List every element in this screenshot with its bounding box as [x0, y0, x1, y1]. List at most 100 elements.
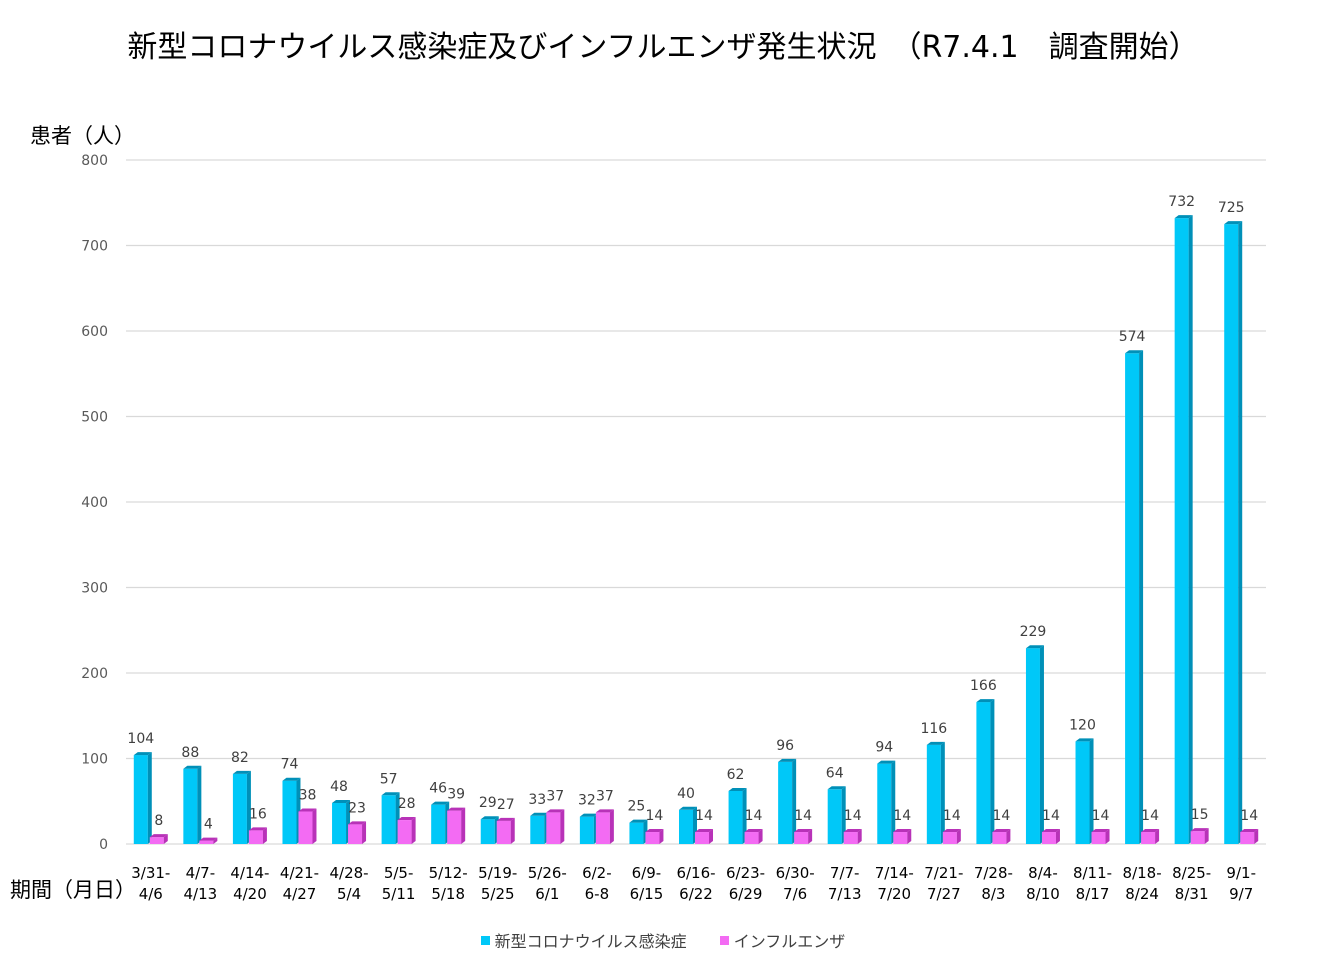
bar-covid [1174, 215, 1193, 844]
x-tick-label: 9/1- [1226, 864, 1256, 882]
y-tick-label: 200 [81, 666, 108, 682]
bar-influenza-top [298, 808, 317, 812]
bar-covid-side [891, 760, 896, 844]
bar-influenza-top [397, 817, 416, 821]
bar-influenza-face [942, 832, 957, 844]
x-tick-label: 6/15 [630, 885, 664, 903]
bar-covid [778, 758, 797, 844]
data-label-influenza: 37 [546, 788, 564, 804]
bar-covid [679, 806, 697, 844]
bar-covid-face [926, 744, 941, 844]
bar-influenza-top [1091, 829, 1110, 833]
bar-influenza [992, 829, 1011, 844]
bar-influenza-top [1190, 828, 1209, 832]
bar-covid-face [133, 755, 148, 844]
bar-influenza-top [595, 809, 614, 813]
bar-covid-face [282, 780, 297, 844]
bar-influenza-side [362, 821, 367, 844]
bar-influenza-face [595, 812, 610, 844]
bar-influenza-side [709, 829, 713, 844]
bar-covid-side [841, 786, 846, 844]
bar-covid-top [381, 792, 400, 796]
bar-covid [1125, 350, 1144, 844]
bar-influenza [1190, 828, 1209, 844]
bar-influenza-face [1091, 832, 1106, 844]
x-tick-label: 4/6 [139, 885, 163, 903]
bar-influenza-top [1141, 829, 1160, 833]
bar-influenza-face [1190, 831, 1205, 844]
data-label-covid: 166 [970, 678, 997, 694]
bar-covid-top [133, 752, 152, 756]
bar-influenza-top [546, 809, 565, 813]
bar-covid-top [629, 819, 648, 823]
legend-item-covid: 新型コロナウイルス感染症 [480, 928, 687, 952]
bar-covid-side [147, 752, 152, 844]
bar-covid [827, 786, 846, 844]
bar-influenza-face [447, 810, 462, 844]
bar-covid-top [1075, 738, 1094, 742]
bar-covid [877, 760, 896, 844]
y-tick-label: 600 [81, 324, 108, 340]
data-label-influenza: 28 [398, 796, 416, 812]
bar-covid-top [530, 812, 549, 816]
x-tick-label: 6/29 [729, 885, 763, 903]
data-label-influenza: 14 [992, 808, 1010, 824]
data-label-covid: 229 [1020, 624, 1047, 640]
bar-covid-top [183, 765, 202, 769]
bar-influenza [1141, 829, 1160, 844]
data-label-influenza: 14 [1141, 808, 1159, 824]
bar-influenza-top [843, 829, 862, 833]
bar-covid-side [1238, 221, 1243, 844]
bar-influenza-face [1240, 832, 1255, 844]
bar-covid [1025, 645, 1044, 844]
bar-covid-side [1188, 215, 1193, 844]
bar-covid-face [679, 809, 693, 844]
y-tick-label: 100 [81, 752, 108, 768]
data-label-covid: 46 [429, 781, 447, 797]
bar-covid-top [332, 799, 351, 803]
y-tick-label: 0 [99, 837, 108, 853]
x-tick-label: 6/9- [632, 864, 662, 882]
bar-influenza-side [1105, 829, 1110, 844]
bar-influenza [893, 829, 912, 844]
data-label-influenza: 14 [745, 808, 763, 824]
bar-influenza-face [1041, 832, 1056, 844]
bar-influenza-side [659, 829, 664, 844]
bar-covid [530, 812, 549, 844]
bar-covid-face [232, 773, 247, 844]
bar-influenza-side [461, 807, 466, 844]
data-label-influenza: 14 [1240, 808, 1258, 824]
x-tick-label: 5/25 [481, 885, 515, 903]
bar-influenza-side [1006, 829, 1011, 844]
x-tick-label: 4/28- [329, 864, 368, 882]
bar-covid-top [232, 770, 251, 774]
bar-covid-side [1139, 350, 1144, 844]
bar-covid [976, 699, 995, 844]
bar-influenza-top [248, 827, 267, 831]
data-label-covid: 104 [127, 731, 154, 747]
bar-covid-face [530, 815, 545, 844]
x-tick-label: 6/30- [776, 864, 815, 882]
x-tick-label: 7/20 [877, 885, 911, 903]
x-tick-label: 5/11 [382, 885, 416, 903]
data-label-covid: 96 [776, 738, 794, 754]
data-label-covid: 82 [231, 750, 249, 766]
x-tick-label: 4/21- [280, 864, 319, 882]
bar-covid-side [940, 741, 945, 844]
x-tick-label: 4/7- [186, 864, 216, 882]
bar-influenza-side [1254, 829, 1259, 844]
bar-covid-top [877, 760, 896, 764]
bar-influenza-side [312, 808, 317, 844]
bar-influenza-top [447, 807, 466, 811]
data-label-influenza: 15 [1191, 807, 1209, 823]
bar-covid [480, 816, 499, 844]
y-axis-unit-label: 患者（人） [30, 124, 135, 148]
x-tick-label: 6/22 [679, 885, 713, 903]
bar-covid-side [792, 758, 797, 844]
bar-influenza [1091, 829, 1110, 844]
bar-influenza-face [496, 820, 511, 844]
data-label-influenza: 14 [1092, 808, 1110, 824]
bar-influenza [595, 809, 614, 844]
bar-covid [926, 741, 945, 844]
